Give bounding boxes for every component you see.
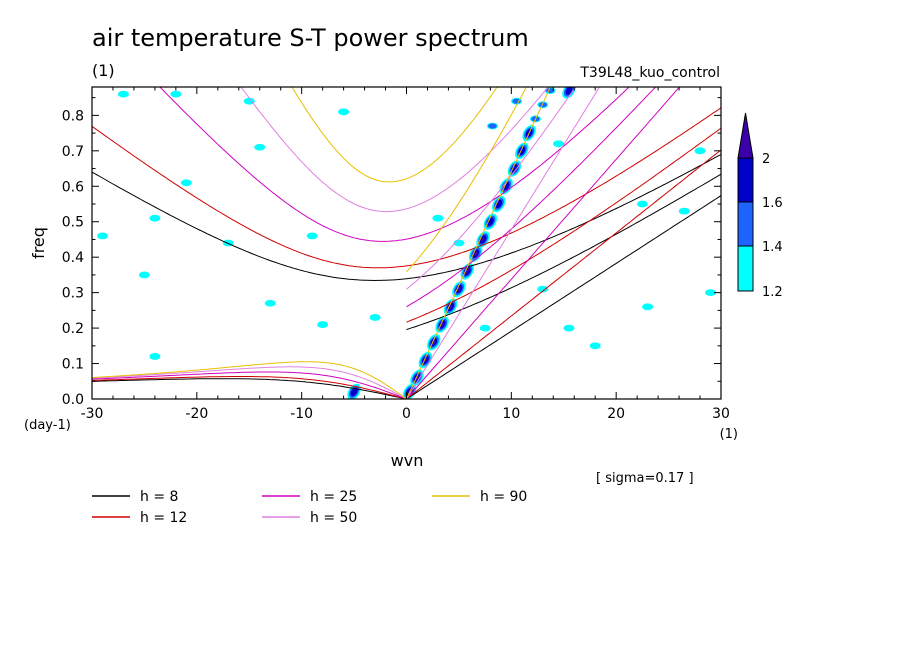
power-peak <box>138 271 150 279</box>
y-tick-label: 0.6 <box>62 179 84 195</box>
colorbar-segment <box>737 201 754 247</box>
power-peak <box>636 200 648 208</box>
power-peak <box>563 324 575 332</box>
top-right-label: T39L48_kuo_control <box>579 65 720 81</box>
axis-ticks: -30 -20 -10 0 10 20 30 0.0 0.1 0.2 0.3 0.4 0.5 0.6 0.7… <box>62 87 730 422</box>
power-peak <box>149 353 161 360</box>
top-left-label: (1) <box>92 61 115 80</box>
power-peak <box>180 179 192 187</box>
y-tick-label: 0.0 <box>62 392 84 408</box>
power-peak <box>338 108 350 116</box>
colorbar-level-label: 1.6 <box>762 196 783 211</box>
x-axis-label: wvn <box>391 451 424 470</box>
colorbar-level-label: 1.2 <box>762 285 783 300</box>
y-axis-unit: (day-1) <box>24 418 71 433</box>
power-peak <box>264 299 276 307</box>
power-peak <box>170 90 182 98</box>
y-tick-label: 0.1 <box>62 357 84 373</box>
power-peak <box>553 140 565 148</box>
y-tick-label: 0.7 <box>62 144 84 160</box>
power-peak <box>317 321 329 328</box>
sigma-annotation: [ sigma=0.17 ] <box>596 471 694 486</box>
power-peak <box>254 143 266 151</box>
power-peak <box>479 324 491 332</box>
colorbar-segment <box>737 245 754 292</box>
power-peak <box>537 101 549 109</box>
legend-entry: h = 50 <box>262 510 357 526</box>
dispersion-curve <box>92 87 601 399</box>
x-tick-label: 10 <box>502 406 520 422</box>
legend-label: h = 90 <box>480 489 527 505</box>
power-peak <box>678 207 690 215</box>
power-peak <box>515 142 529 160</box>
legend-label: h = 8 <box>140 489 178 505</box>
x-tick-label: 0 <box>402 406 411 422</box>
colorbar-level-label: 1.4 <box>762 240 783 255</box>
x-tick-label: -10 <box>290 406 313 422</box>
colorbar: 1.2 1.4 1.6 2 <box>737 112 783 300</box>
power-peak <box>243 97 255 105</box>
colorbar-level-label: 2 <box>762 152 770 167</box>
legend-label: h = 25 <box>310 489 357 505</box>
dispersion-curve <box>92 107 721 399</box>
x-tick-label: -30 <box>81 406 104 422</box>
y-tick-label: 0.3 <box>62 286 84 302</box>
legend-entry: h = 90 <box>432 489 527 505</box>
dispersion-curves <box>92 87 721 399</box>
legend-entry: h = 8 <box>92 489 178 505</box>
y-tick-label: 0.2 <box>62 321 84 337</box>
power-peak <box>492 195 506 213</box>
dispersion-curve <box>92 153 721 399</box>
x-tick-label: -20 <box>185 406 208 422</box>
power-peak <box>117 90 129 98</box>
legend-entry: h = 12 <box>92 510 187 526</box>
y-tick-label: 0.4 <box>62 250 84 266</box>
dispersion-curve <box>92 87 681 399</box>
y-tick-label: 0.8 <box>62 108 84 124</box>
power-peak <box>486 122 498 130</box>
power-peak <box>306 232 318 240</box>
power-peak <box>483 213 498 230</box>
power-peak <box>149 214 161 222</box>
plot-background <box>92 87 721 399</box>
legend-label: h = 12 <box>140 510 187 526</box>
x-tick-label: 30 <box>712 406 730 422</box>
chart-title: air temperature S-T power spectrum <box>92 24 529 52</box>
legend-label: h = 50 <box>310 510 357 526</box>
legend: h = 8 h = 12 h = 25 h = 50 h = 90 <box>92 489 527 526</box>
power-peak <box>432 214 444 222</box>
dispersion-curve <box>92 87 551 399</box>
x-axis-unit: (1) <box>720 427 738 442</box>
power-peak <box>96 232 108 240</box>
x-tick-label: 20 <box>607 406 625 422</box>
power-peak <box>694 147 706 155</box>
power-peak <box>369 314 381 321</box>
colorbar-extend-triangle <box>737 112 754 159</box>
power-peak <box>589 342 601 350</box>
legend-entry: h = 25 <box>262 489 357 505</box>
colorbar-segment <box>737 157 754 203</box>
power-peak <box>537 285 549 293</box>
power-peak <box>705 289 717 297</box>
y-axis-label: freq <box>29 227 48 259</box>
power-peak <box>642 303 654 311</box>
y-tick-label: 0.5 <box>62 215 84 231</box>
